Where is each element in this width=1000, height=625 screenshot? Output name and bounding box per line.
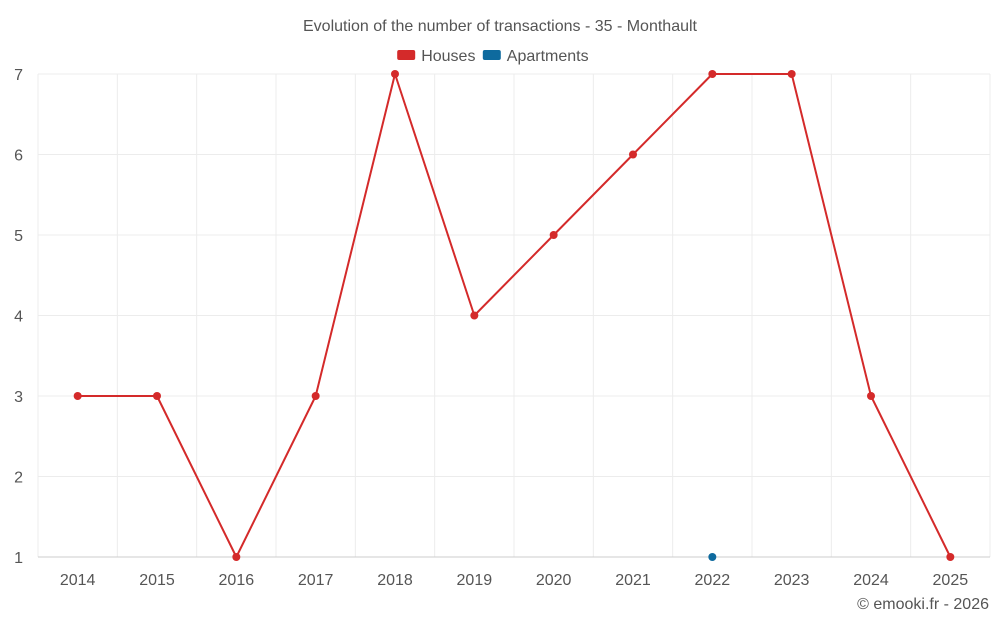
data-point[interactable] bbox=[391, 70, 399, 78]
series-apartments bbox=[708, 553, 717, 561]
y-tick-label: 6 bbox=[14, 148, 23, 165]
y-tick-label: 1 bbox=[14, 550, 23, 567]
legend-swatch bbox=[397, 50, 416, 60]
data-point[interactable] bbox=[153, 392, 161, 400]
legend-label: Houses bbox=[421, 48, 475, 65]
data-point[interactable] bbox=[946, 553, 955, 561]
x-tick-label: 2022 bbox=[695, 572, 731, 589]
legend-item-apartments[interactable]: Apartments bbox=[482, 48, 589, 65]
x-tick-label: 2025 bbox=[933, 572, 969, 589]
data-point[interactable] bbox=[708, 70, 717, 78]
legend-item-houses[interactable]: Houses bbox=[397, 48, 475, 65]
y-tick-label: 5 bbox=[14, 228, 23, 245]
x-tick-label: 2019 bbox=[457, 572, 493, 589]
data-point[interactable] bbox=[787, 70, 796, 78]
y-tick-label: 3 bbox=[14, 389, 23, 406]
data-point[interactable] bbox=[549, 231, 558, 239]
data-point[interactable] bbox=[708, 553, 717, 561]
series-line-houses bbox=[77, 73, 952, 558]
data-point[interactable] bbox=[311, 392, 320, 400]
data-point[interactable] bbox=[232, 553, 241, 561]
axes: 1 2 3 4 5 6 7 2014 2015 2016 2017 2018 2019 2020 2021 2… bbox=[14, 67, 968, 589]
y-tick-label: 4 bbox=[14, 309, 23, 326]
x-tick-label: 2023 bbox=[774, 572, 810, 589]
x-tick-label: 2020 bbox=[536, 572, 572, 589]
x-tick-label: 2017 bbox=[298, 572, 334, 589]
legend-label: Apartments bbox=[507, 48, 589, 65]
series-houses bbox=[73, 70, 955, 561]
data-point[interactable] bbox=[867, 392, 875, 400]
x-tick-label: 2015 bbox=[139, 572, 175, 589]
y-tick-label: 2 bbox=[14, 470, 23, 487]
data-point[interactable] bbox=[470, 311, 479, 320]
y-tick-label: 7 bbox=[14, 67, 23, 84]
x-tick-label: 2024 bbox=[853, 572, 889, 589]
data-point[interactable] bbox=[629, 150, 637, 159]
x-tick-label: 2014 bbox=[60, 572, 96, 589]
chart-title: Evolution of the number of transactions … bbox=[303, 18, 698, 35]
x-tick-label: 2021 bbox=[615, 572, 651, 589]
x-tick-label: 2018 bbox=[377, 572, 413, 589]
legend-swatch bbox=[482, 50, 501, 60]
grid bbox=[37, 73, 991, 558]
legend[interactable]: Houses Apartments bbox=[397, 48, 589, 65]
credit: © emooki.fr - 2026 bbox=[857, 596, 989, 613]
series-layer bbox=[73, 70, 955, 561]
data-point[interactable] bbox=[73, 392, 82, 400]
x-tick-label: 2016 bbox=[219, 572, 255, 589]
